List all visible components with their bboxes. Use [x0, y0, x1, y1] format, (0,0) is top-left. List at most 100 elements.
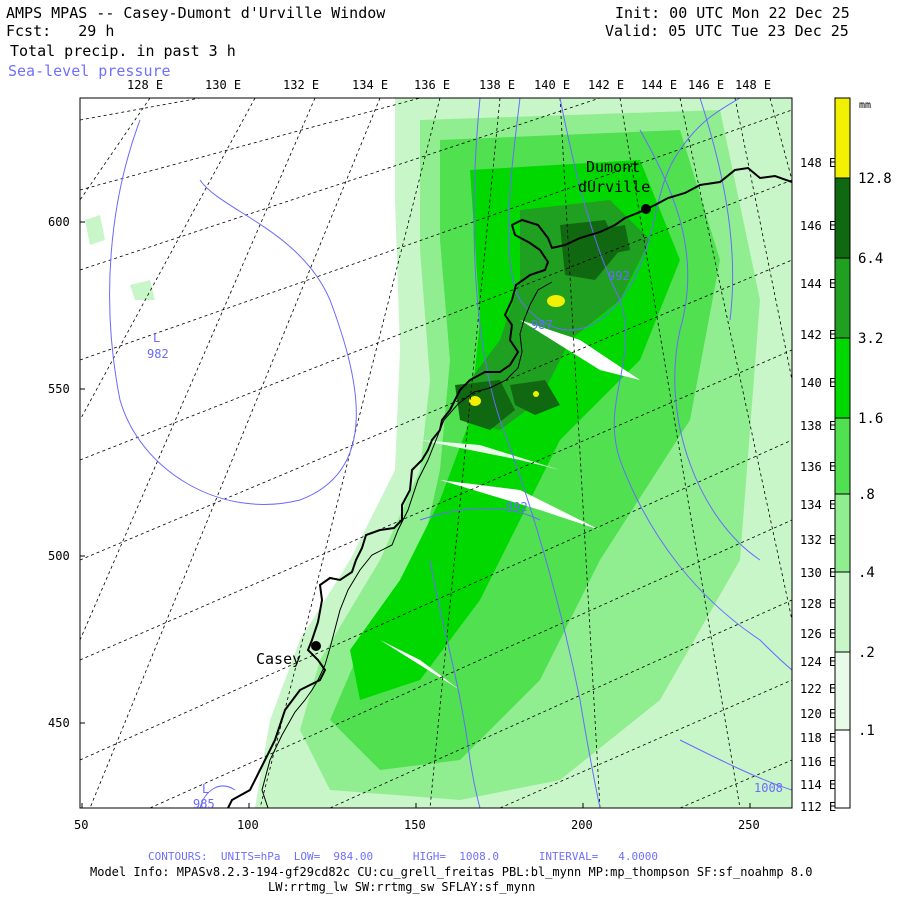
pressure-label: 987: [531, 318, 553, 332]
isobar: [507, 98, 741, 331]
graticule-line: [679, 98, 792, 621]
precip-max-1: [547, 295, 565, 307]
map-area: [80, 98, 792, 808]
lon-label: 136 E: [800, 460, 836, 474]
lon-label: 118 E: [800, 731, 836, 745]
colorbar-level: 6.4: [858, 251, 883, 267]
lon-label: 128 E: [800, 597, 836, 611]
isobar: [429, 559, 481, 808]
lon-label: 146 E: [688, 78, 724, 92]
y-tick-label: 500: [48, 549, 70, 563]
lon-label: 132 E: [800, 533, 836, 547]
lon-label: 140 E: [800, 376, 836, 390]
forecast-label: Fcst: 29 h: [6, 22, 114, 40]
lon-label: 146 E: [800, 219, 836, 233]
map-title: AMPS MPAS -- Casey-Dumont d'Urville Wind…: [6, 4, 386, 22]
isobar: [419, 507, 541, 521]
lon-label: 138 E: [479, 78, 515, 92]
graticule-line: [769, 98, 792, 181]
colorbar-bin: [835, 418, 850, 494]
colorbar-bin: [835, 258, 850, 338]
coastline-ice-shelf: [261, 281, 553, 808]
colorbar-level: 3.2: [858, 331, 883, 347]
colorbar-level: .2: [858, 645, 875, 661]
graticule-line: [80, 259, 792, 561]
colorbar-bin: [835, 98, 850, 178]
model-info: Model Info: MPASv8.2.3-194-gf29cd82c CU:…: [90, 865, 813, 879]
y-tick-label: 450: [48, 716, 70, 730]
top-lon-labels: 128 E 130 E 132 E 134 E 136 E 138 E 140 …: [127, 78, 771, 92]
lon-label: 114 E: [800, 778, 836, 792]
lon-label: 138 E: [800, 419, 836, 433]
pressure-label: 1008: [754, 781, 783, 795]
lon-label: 116 E: [800, 755, 836, 769]
colorbar-level: .4: [858, 565, 875, 581]
lon-label: 144 E: [800, 277, 836, 291]
colorbar-level: 1.6: [858, 411, 883, 427]
colorbar-bin: [835, 338, 850, 418]
x-tick-label: 100: [237, 818, 259, 832]
colorbar-level: .8: [858, 487, 875, 503]
lon-label: 134 E: [800, 498, 836, 512]
graticule-line: [80, 98, 601, 271]
init-time: Init: 00 UTC Mon 22 Dec 25: [615, 4, 850, 22]
pressure-label: 992: [608, 269, 630, 283]
lon-label: 130 E: [800, 566, 836, 580]
dumont-station-label-2: dUrville: [578, 178, 650, 196]
graticule-line: [80, 98, 421, 191]
graticule-line: [80, 98, 151, 201]
lon-label: 124 E: [800, 655, 836, 669]
colorbar-bin: [835, 652, 850, 730]
right-lon-labels: 148 E 146 E 144 E 142 E 140 E 138 E 136 …: [800, 156, 836, 814]
isobar: [109, 119, 357, 505]
forecast-label-text: Fcst:: [6, 22, 52, 40]
y-tick-label: 600: [48, 215, 70, 229]
colorbar-level: 12.8: [858, 171, 892, 187]
lon-label: 130 E: [205, 78, 241, 92]
casey-station-label: Casey: [256, 650, 301, 668]
y-tick-label: 550: [48, 382, 70, 396]
x-tick-label: 250: [738, 818, 760, 832]
precip-max-2: [469, 396, 481, 406]
lon-label: 148 E: [800, 156, 836, 170]
lon-label: 144 E: [641, 78, 677, 92]
contour-info: CONTOURS: UNITS=hPa LOW= 984.00 HIGH= 10…: [148, 850, 658, 863]
graticule-line: [429, 98, 501, 808]
colorbar-level: .1: [858, 723, 875, 739]
graticule-line: [80, 98, 316, 641]
lon-label: 112 E: [800, 800, 836, 814]
lon-label: 134 E: [352, 78, 388, 92]
graticule-line: [329, 599, 792, 808]
graticule-line: [80, 98, 201, 121]
lon-label: 120 E: [800, 707, 836, 721]
y-axis: 600 550 500 450: [48, 215, 85, 730]
graticule-line: [499, 679, 792, 808]
colorbar-unit: mm: [859, 100, 871, 111]
x-tick-label: 200: [571, 818, 593, 832]
isobar: [679, 739, 792, 791]
graticule-line: [80, 98, 256, 421]
lon-label: 136 E: [414, 78, 450, 92]
pressure-label: 985: [193, 797, 215, 811]
graticule-line: [89, 98, 381, 808]
overlay-name: Sea-level pressure: [8, 62, 171, 80]
graticule-line: [559, 98, 601, 808]
lon-label: 142 E: [588, 78, 624, 92]
colorbar-bin: [835, 494, 850, 572]
dumont-station-label-1: Dumont: [586, 158, 640, 176]
low-marker: L: [202, 782, 209, 796]
lon-label: 142 E: [800, 328, 836, 342]
graticule-line: [80, 439, 792, 761]
colorbar-bin: [835, 730, 850, 808]
isobar: [559, 98, 792, 671]
casey-station-marker: [311, 641, 321, 651]
precip-max-3: [533, 391, 539, 397]
lon-label: 126 E: [800, 627, 836, 641]
graticule-line: [679, 759, 792, 808]
precip-shading: [85, 98, 792, 808]
low-marker: L: [153, 331, 160, 345]
isobar: [473, 98, 601, 808]
x-tick-label: 150: [404, 818, 426, 832]
